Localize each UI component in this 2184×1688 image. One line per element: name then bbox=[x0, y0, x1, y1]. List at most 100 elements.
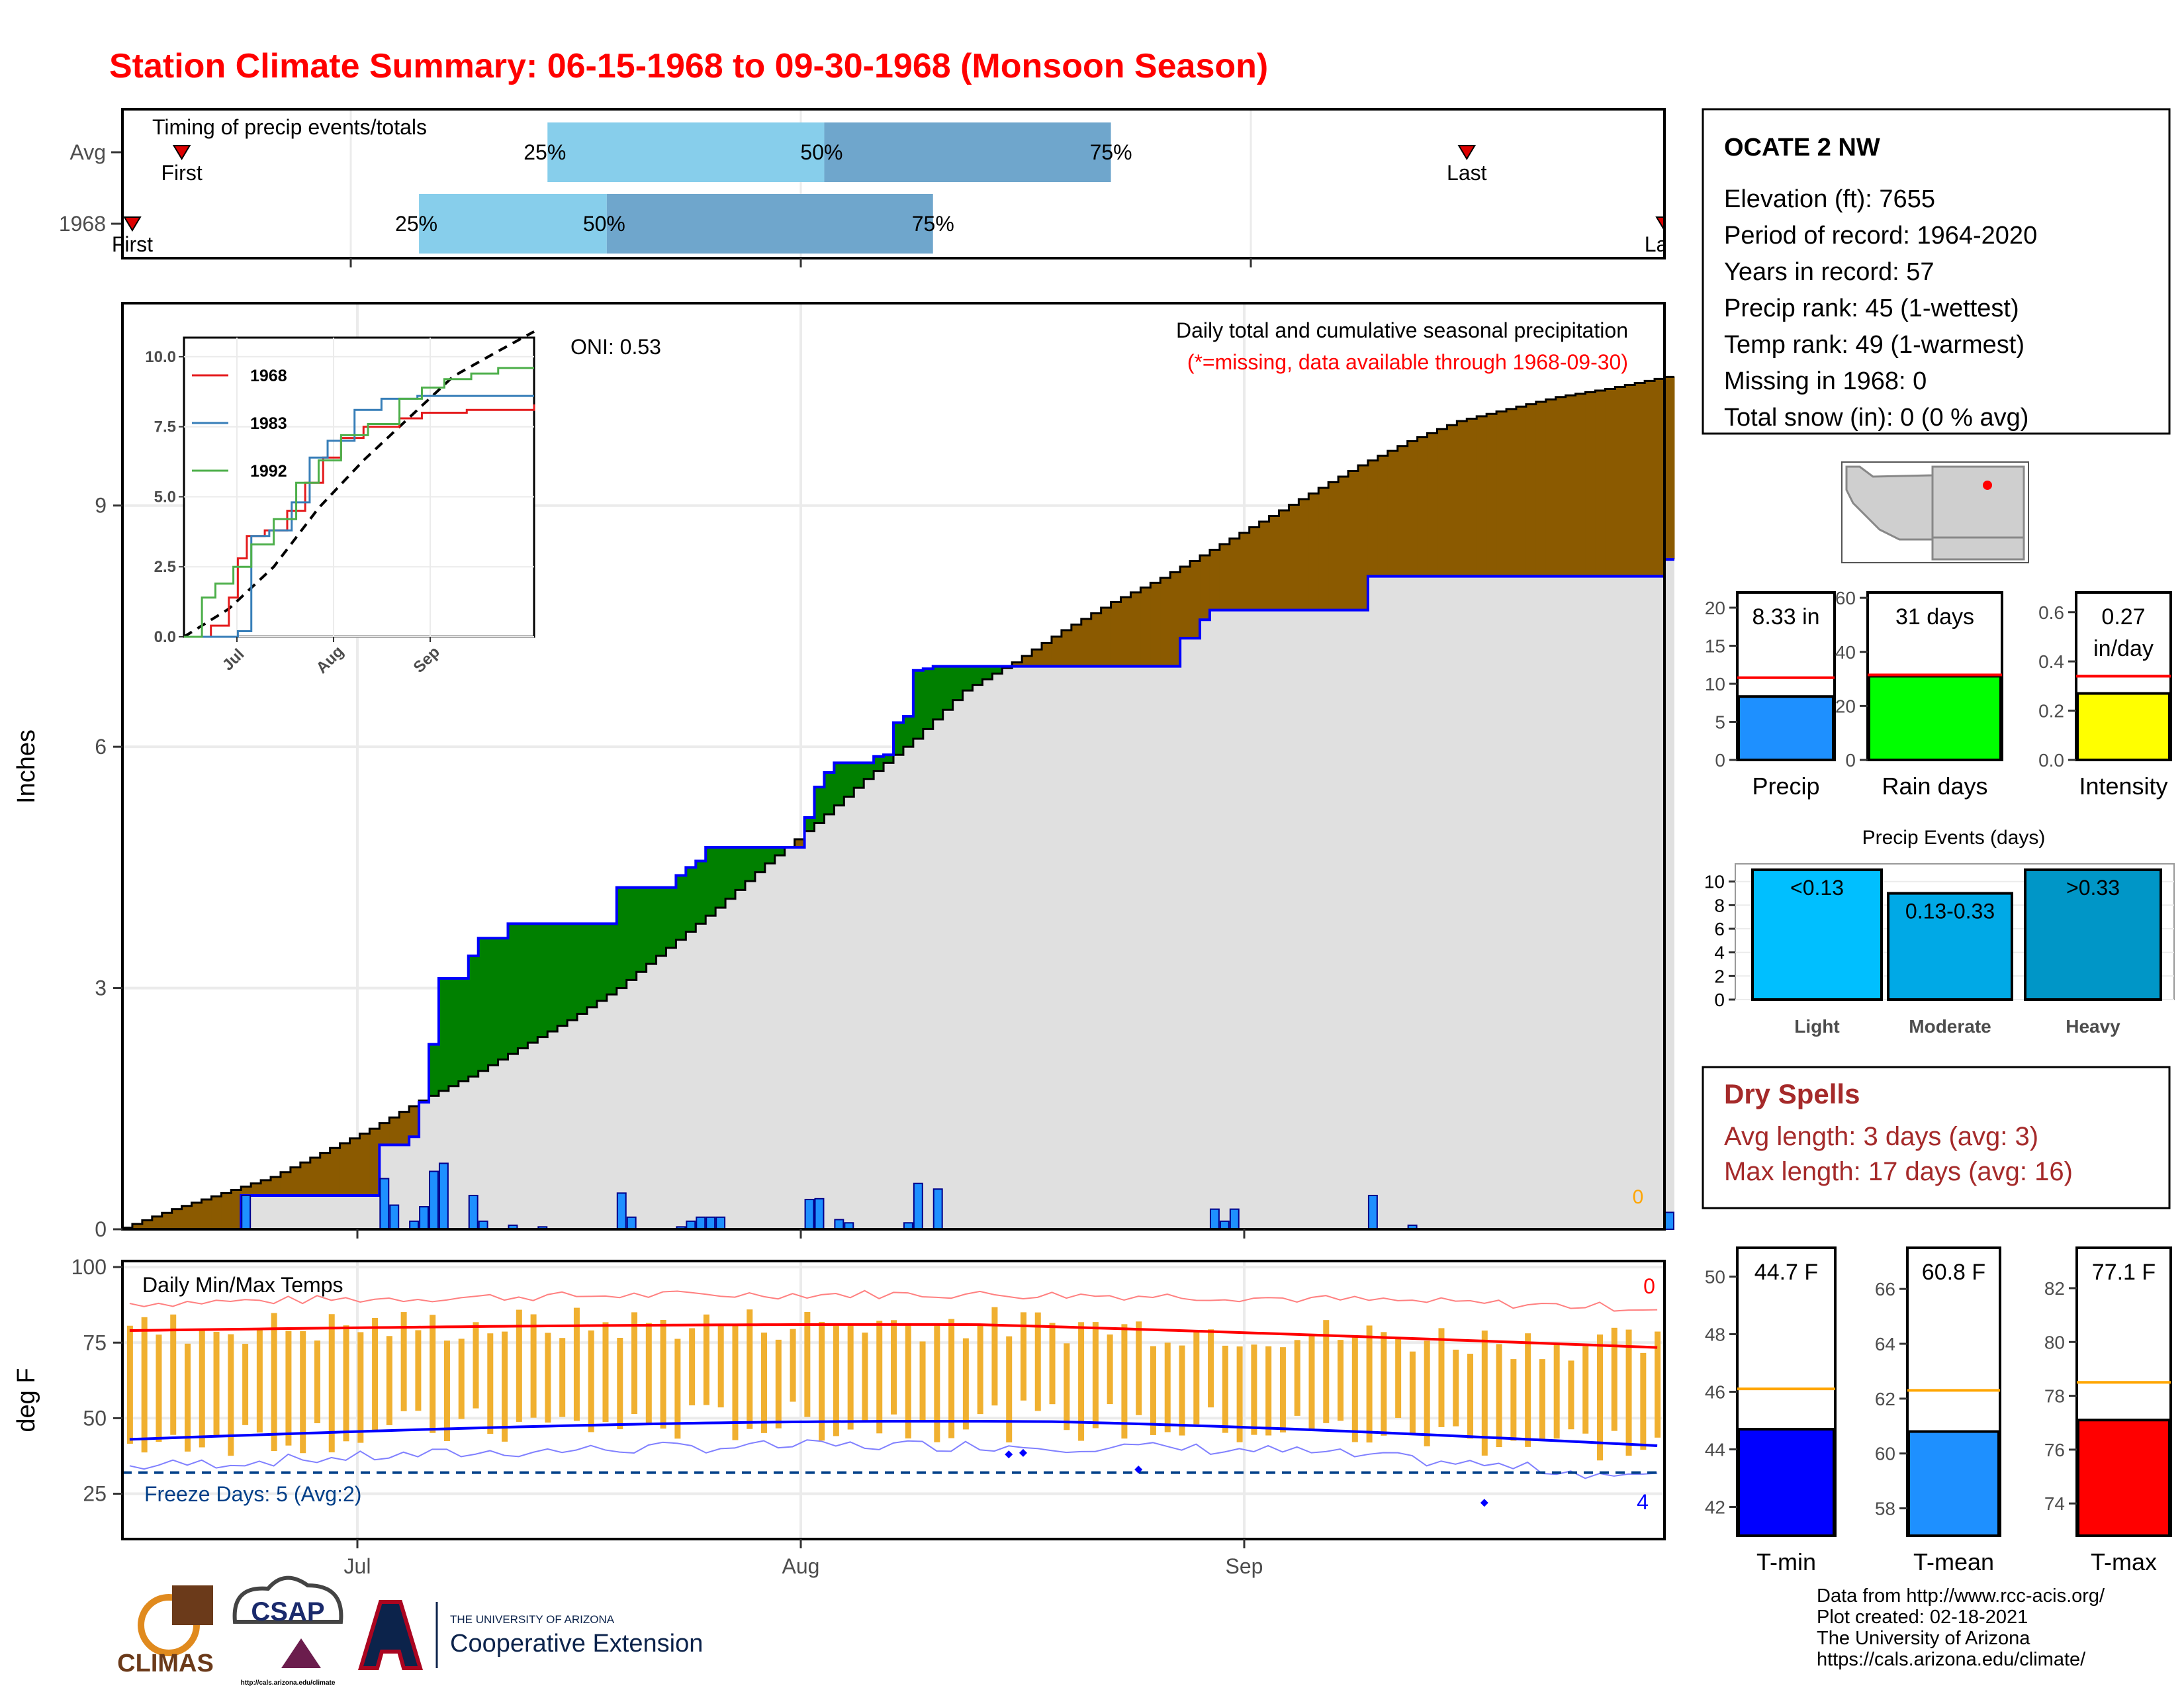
daily-temp-bar bbox=[415, 1330, 422, 1411]
daily-temp-bar bbox=[1338, 1340, 1344, 1421]
dry-spells-avg: Avg length: 3 days (avg: 3) bbox=[1724, 1122, 2038, 1151]
daily-temp-bar bbox=[314, 1340, 320, 1423]
daily-temp-bar bbox=[689, 1328, 696, 1406]
daily-temp-bar bbox=[1525, 1333, 1531, 1447]
temp-ylabel: deg F bbox=[13, 1368, 40, 1432]
temp-ytick-label: 25 bbox=[83, 1482, 107, 1506]
inset-legend-label: 1992 bbox=[250, 462, 287, 481]
daily-precip-bar bbox=[705, 1216, 716, 1231]
csap-cloud-icon bbox=[232, 1575, 343, 1624]
below-normal-fill bbox=[359, 1133, 370, 1196]
precip-ytick-label: 9 bbox=[95, 494, 107, 518]
freeze-day-marker bbox=[1134, 1466, 1143, 1474]
daily-temp-bar bbox=[487, 1333, 494, 1434]
temp-xtick-label: Sep bbox=[1226, 1554, 1263, 1578]
timing-clip bbox=[1666, 109, 1706, 271]
daily-temp-bar bbox=[1510, 1359, 1517, 1441]
timing-p50-label: 50% bbox=[583, 212, 625, 236]
below-normal-fill bbox=[161, 1213, 173, 1229]
above-normal-fill bbox=[735, 847, 746, 890]
summary-ytick-label: 82 bbox=[2044, 1278, 2065, 1299]
below-normal-fill bbox=[1160, 578, 1171, 667]
daily-temp-bar bbox=[1222, 1345, 1228, 1433]
below-normal-fill bbox=[132, 1223, 143, 1229]
events-bar bbox=[1751, 868, 1883, 1002]
logos: CLIMAS CSAP http://cals.arizona.edu/climat… bbox=[117, 1575, 703, 1687]
daily-temp-bar bbox=[1006, 1336, 1013, 1442]
events-ytick-label: 8 bbox=[1714, 895, 1725, 915]
above-normal-fill bbox=[764, 847, 776, 864]
daily-temp-bar bbox=[1481, 1331, 1488, 1456]
below-normal-fill bbox=[1308, 493, 1319, 610]
daily-temp-bar bbox=[1164, 1342, 1171, 1432]
daily-temp-bar bbox=[1496, 1344, 1502, 1448]
summary-ytick-label: 0.4 bbox=[2038, 651, 2064, 672]
daily-temp-bar bbox=[1582, 1346, 1589, 1434]
daily-temp-bar bbox=[458, 1338, 465, 1419]
temp-missing-top: 0 bbox=[1643, 1274, 1655, 1298]
below-normal-fill bbox=[211, 1196, 222, 1229]
above-normal-fill bbox=[824, 773, 835, 815]
daily-temp-bar bbox=[430, 1315, 436, 1433]
record-min-line bbox=[129, 1439, 1658, 1479]
summary-value-bar bbox=[1868, 675, 2002, 761]
below-normal-fill bbox=[1467, 418, 1477, 577]
below-normal-fill bbox=[1625, 385, 1635, 577]
daily-temp-bar bbox=[1092, 1322, 1099, 1429]
credits: Data from http://www.rcc-acis.org/Plot c… bbox=[1817, 1585, 2105, 1670]
summary-ytick-label: 15 bbox=[1705, 636, 1725, 657]
summary-value-bar bbox=[1737, 1428, 1835, 1538]
daily-precip-bar bbox=[1209, 1208, 1220, 1231]
below-normal-fill bbox=[1655, 379, 1665, 577]
daily-temp-bar bbox=[991, 1307, 998, 1406]
below-normal-fill bbox=[1437, 429, 1447, 577]
below-normal-fill bbox=[181, 1205, 193, 1229]
station-location-dot bbox=[1983, 481, 1992, 490]
daily-temp-bar bbox=[1150, 1346, 1156, 1435]
ua-line2: Cooperative Extension bbox=[450, 1630, 703, 1658]
below-normal-fill bbox=[251, 1183, 261, 1196]
below-normal-fill bbox=[1239, 532, 1250, 610]
below-normal-fill bbox=[221, 1193, 232, 1229]
daily-precip-bar bbox=[626, 1216, 637, 1231]
daily-temp-bar bbox=[473, 1322, 479, 1409]
below-normal-fill bbox=[409, 1106, 420, 1137]
below-normal-fill bbox=[142, 1220, 153, 1229]
below-normal-fill bbox=[1022, 655, 1032, 667]
temp-ytick-label: 75 bbox=[83, 1331, 107, 1354]
summary-ytick-label: 80 bbox=[2044, 1332, 2065, 1352]
below-normal-fill bbox=[349, 1138, 360, 1196]
below-normal-fill bbox=[1585, 392, 1596, 577]
below-normal-fill bbox=[1367, 460, 1379, 577]
precip-title: Daily total and cumulative seasonal prec… bbox=[1176, 318, 1628, 342]
below-normal-fill bbox=[1180, 567, 1191, 639]
above-normal-fill bbox=[596, 923, 608, 1002]
daily-temp-bar bbox=[1323, 1320, 1330, 1423]
summary-bar-label: Rain days bbox=[1882, 773, 1987, 800]
daily-temp-bar bbox=[703, 1314, 709, 1405]
above-normal-fill bbox=[666, 887, 676, 948]
below-normal-fill bbox=[1338, 476, 1349, 610]
temp-xtick-label: Jul bbox=[344, 1554, 371, 1578]
above-normal-fill bbox=[537, 923, 548, 1037]
daily-temp-bar bbox=[1208, 1329, 1214, 1408]
daily-temp-bar bbox=[948, 1319, 955, 1438]
events-ytick-label: 2 bbox=[1714, 966, 1725, 986]
events-ytick-label: 10 bbox=[1704, 872, 1725, 892]
inset-ytick-label: 0.0 bbox=[154, 628, 176, 646]
below-normal-fill bbox=[1081, 618, 1092, 667]
timing-title: Timing of precip events/totals bbox=[152, 115, 427, 139]
timing-first-label: First bbox=[112, 232, 153, 256]
station-name: OCATE 2 NW bbox=[1724, 134, 1880, 162]
inset-ytick-label: 2.5 bbox=[154, 558, 176, 576]
below-normal-fill bbox=[340, 1143, 351, 1196]
temp-ytick-label: 50 bbox=[83, 1406, 107, 1430]
station-line: Period of record: 1964-2020 bbox=[1724, 222, 2037, 250]
daily-temp-bar bbox=[1049, 1323, 1056, 1405]
summary-ytick-label: 50 bbox=[1705, 1267, 1725, 1288]
below-normal-fill bbox=[1209, 549, 1220, 610]
daily-precip-bar bbox=[241, 1194, 251, 1230]
credit-line: Data from http://www.rcc-acis.org/ bbox=[1817, 1585, 2105, 1607]
freeze-day-marker bbox=[1019, 1448, 1027, 1457]
